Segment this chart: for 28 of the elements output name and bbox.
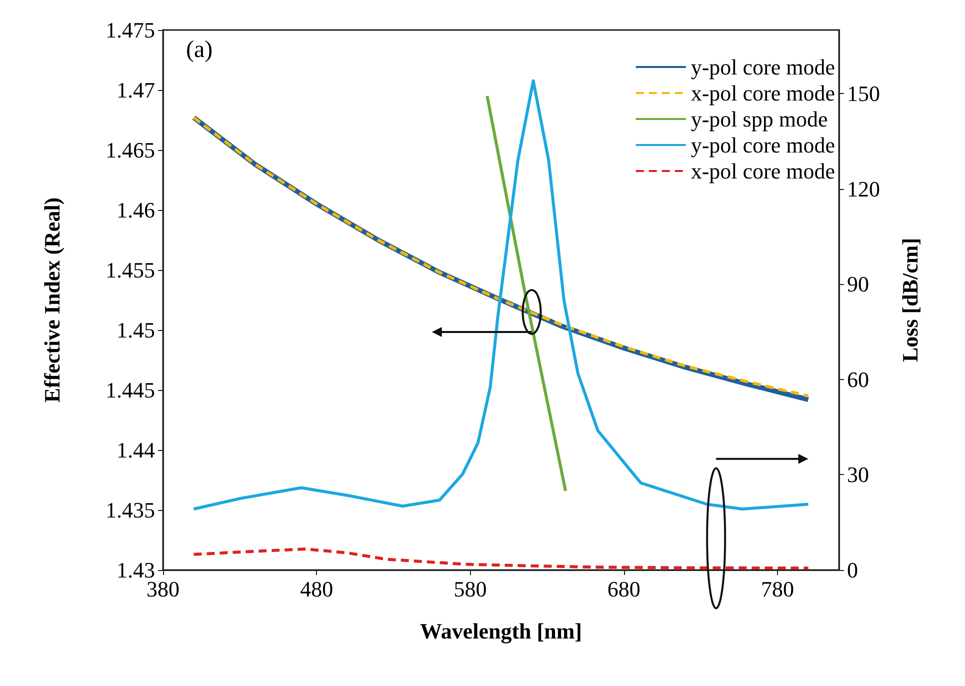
y-tick-label: 1.47 — [116, 78, 155, 102]
y2-tick-label: 60 — [847, 366, 869, 392]
legend-label: y-pol spp mode — [690, 106, 828, 132]
y2-tick-label: 120 — [847, 176, 880, 202]
y-tick-label: 1.44 — [116, 438, 155, 462]
y-tick-label: 1.445 — [106, 378, 155, 402]
annotation: (a) — [186, 37, 213, 63]
legend-label: x-pol core mode — [690, 158, 835, 184]
y2-tick-label: 0 — [847, 558, 858, 582]
legend-label: y-pol core mode — [690, 54, 835, 80]
y2-tick-label: 30 — [847, 462, 869, 488]
x-tick-label: 780 — [761, 576, 794, 602]
y-tick-label: 1.435 — [106, 498, 155, 522]
y-tick-label: 1.475 — [106, 18, 155, 42]
legend-label: y-pol core mode — [690, 132, 835, 158]
y-tick-label: 1.455 — [106, 258, 155, 282]
x-tick-label: 480 — [300, 576, 334, 602]
y2-axis-title: Loss [dB/cm] — [898, 238, 922, 362]
y2-tick-label: 90 — [847, 272, 869, 297]
y2-tick-label: 150 — [847, 81, 880, 106]
y-tick-label: 1.46 — [116, 198, 155, 222]
x-axis-title: Wavelength [nm] — [420, 618, 582, 644]
legend-label: x-pol core mode — [690, 80, 835, 106]
y-axis-title: Effective Index (Real) — [40, 197, 64, 403]
y-tick-label: 1.45 — [116, 318, 155, 342]
x-tick-label: 680 — [607, 576, 640, 602]
x-tick-label: 580 — [454, 576, 487, 602]
y-tick-label: 1.465 — [106, 138, 155, 162]
